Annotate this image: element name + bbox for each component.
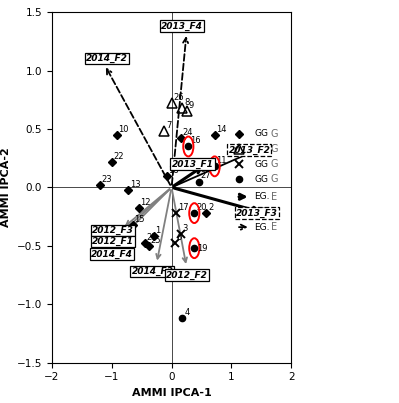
- Text: E: E: [271, 207, 277, 217]
- Text: 17: 17: [178, 203, 189, 212]
- Text: 13: 13: [130, 180, 141, 189]
- Text: 2013_F4: 2013_F4: [162, 21, 203, 31]
- Text: 3: 3: [182, 224, 188, 233]
- Text: 10: 10: [118, 125, 129, 134]
- Text: 22: 22: [113, 152, 124, 160]
- Text: 27: 27: [200, 171, 211, 181]
- Text: 26: 26: [173, 93, 184, 102]
- Text: G: G: [271, 159, 279, 169]
- Text: 2013_F3: 2013_F3: [236, 208, 277, 218]
- Text: 9: 9: [188, 101, 194, 110]
- Text: E: E: [271, 222, 277, 232]
- X-axis label: AMMI IPCA-1: AMMI IPCA-1: [132, 388, 211, 398]
- Text: 2013_F2: 2013_F2: [229, 145, 270, 155]
- Text: 19: 19: [197, 244, 207, 253]
- Text: 14: 14: [216, 125, 227, 134]
- Text: EG.: EG.: [254, 208, 270, 216]
- Text: EG.: EG.: [254, 192, 270, 201]
- Text: 21: 21: [146, 233, 157, 242]
- Text: 2012_F1: 2012_F1: [92, 237, 134, 246]
- Text: G: G: [271, 144, 279, 154]
- Text: 2014_F4: 2014_F4: [91, 249, 132, 259]
- Text: G: G: [271, 174, 279, 184]
- Text: 16: 16: [190, 136, 201, 145]
- Text: GG: GG: [254, 175, 268, 184]
- Text: 2013_F1: 2013_F1: [172, 160, 213, 168]
- Text: E: E: [271, 192, 277, 202]
- Text: 11: 11: [216, 156, 227, 165]
- Text: 1: 1: [155, 226, 161, 235]
- Text: GG: GG: [254, 160, 268, 168]
- Text: 20: 20: [196, 203, 207, 212]
- Text: 8: 8: [184, 98, 190, 107]
- Text: 2: 2: [208, 203, 213, 212]
- Y-axis label: AMMI IPCA-2: AMMI IPCA-2: [1, 147, 11, 227]
- Text: 23: 23: [101, 175, 112, 184]
- Text: 24: 24: [182, 128, 193, 137]
- Text: 18: 18: [168, 166, 179, 174]
- Text: 12: 12: [140, 198, 151, 207]
- Text: 25: 25: [151, 236, 161, 245]
- Text: GG: GG: [254, 129, 268, 138]
- Text: 6: 6: [176, 233, 182, 242]
- Text: 2014_F3: 2014_F3: [132, 267, 173, 276]
- Text: G: G: [271, 129, 279, 139]
- Text: 2012_F3: 2012_F3: [92, 226, 134, 235]
- Text: 7: 7: [166, 121, 172, 130]
- Text: EG.: EG.: [254, 222, 270, 232]
- Text: 15: 15: [134, 215, 145, 224]
- Text: GG: GG: [254, 144, 268, 153]
- Text: 2012_F2: 2012_F2: [166, 270, 207, 280]
- Text: 4: 4: [184, 308, 190, 317]
- Text: 2014_F2: 2014_F2: [86, 54, 128, 63]
